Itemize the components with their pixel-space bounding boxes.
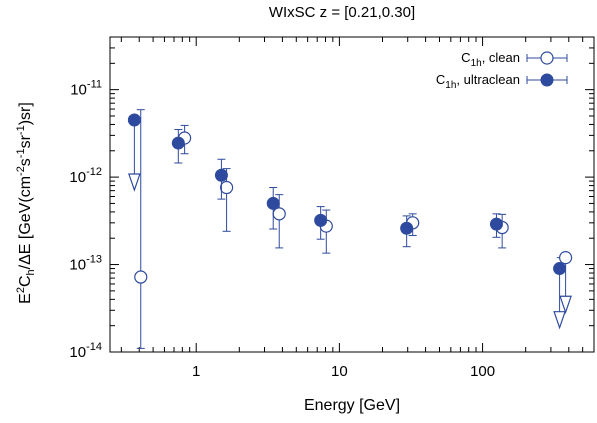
legend-label: C1h, clean	[461, 50, 520, 69]
y-tick-exponent: -12	[86, 166, 102, 178]
filled-circle-marker	[214, 168, 228, 182]
y-tick-label: 10-11	[70, 79, 102, 99]
legend-label: C1h, ultraclean	[436, 72, 520, 91]
series-ultraclean	[127, 113, 567, 330]
data-point	[134, 109, 148, 349]
data-point	[266, 187, 280, 230]
chart-title: WIxSC z = [0.21,0.30]	[269, 4, 415, 21]
legend-label-rest: , ultraclean	[456, 72, 520, 87]
filled-circle-marker	[489, 217, 503, 231]
data-series	[127, 109, 573, 349]
data-point	[400, 215, 414, 248]
upper-limit-arrow	[553, 311, 566, 330]
y-tick-label: 10-12	[69, 166, 102, 186]
data-point	[314, 206, 328, 240]
x-tick-label: 100	[470, 363, 495, 380]
legend-filled-circle-marker	[540, 73, 554, 87]
open-circle-marker	[558, 251, 573, 265]
open-circle-marker	[219, 180, 234, 195]
legend-label-sub: 1h	[445, 80, 456, 91]
y-tick-base: 10	[69, 257, 86, 274]
y-tick-exponent: -14	[86, 341, 102, 353]
x-axis-ticks: 1 10 100	[120, 37, 595, 380]
upper-limit-arrow	[128, 173, 141, 192]
y-tick-exponent: -11	[87, 79, 102, 91]
data-point	[489, 213, 503, 238]
open-circle-marker	[134, 270, 148, 284]
data-point	[127, 113, 141, 192]
data-point	[556, 251, 573, 315]
filled-circle-marker	[400, 221, 414, 235]
filled-circle-marker	[553, 262, 567, 276]
y-axis-title: E2Ch/ΔE [GeV(cm-2s-1sr-1)sr]	[15, 102, 37, 304]
y-tick-label: 10-13	[69, 254, 102, 274]
legend-open-circle-marker	[540, 51, 554, 65]
filled-circle-marker	[314, 213, 328, 227]
plot-frame	[109, 36, 595, 353]
legend-label-sub: 1h	[471, 58, 482, 69]
filled-circle-marker	[171, 136, 185, 150]
legend-label-main: C	[436, 72, 445, 87]
x-axis-title: Energy [GeV]	[304, 397, 400, 414]
x-tick-label: 10	[331, 363, 348, 380]
series-clean	[134, 109, 573, 349]
upper-limit-arrow	[559, 295, 572, 315]
legend-label-rest: , clean	[482, 50, 520, 65]
filled-circle-marker	[127, 113, 141, 127]
y-tick-exponent: -13	[86, 254, 102, 266]
y-tick-base: 10	[69, 344, 86, 361]
data-point	[553, 262, 567, 330]
data-point	[171, 129, 185, 164]
x-tick-label: 1	[192, 363, 200, 380]
filled-circle-marker	[266, 196, 280, 210]
y-tick-base: 10	[69, 169, 86, 186]
data-point	[214, 158, 228, 200]
legend-label-main: C	[461, 50, 470, 65]
y-tick-base: 10	[70, 82, 87, 99]
y-tick-label: 10-14	[69, 341, 102, 361]
